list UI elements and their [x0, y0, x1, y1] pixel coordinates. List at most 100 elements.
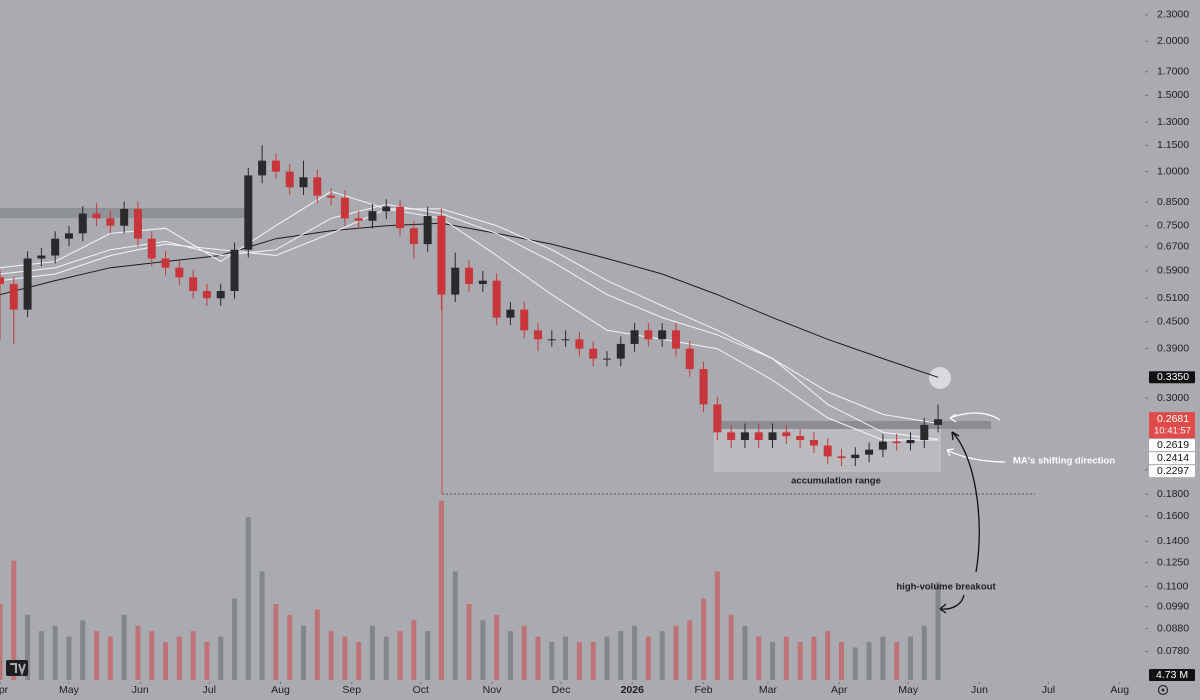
- y-tick-label: 0.1600: [1157, 510, 1189, 522]
- candle: [354, 210, 363, 229]
- candle-body: [506, 309, 515, 318]
- candle-body: [396, 206, 405, 229]
- candle-body: [23, 258, 32, 310]
- x-tick-label: Dec: [552, 684, 571, 696]
- ma-arrow-upper-head: [949, 413, 957, 423]
- candle-body: [9, 284, 18, 310]
- x-tick-label: Mar: [759, 684, 778, 696]
- candle: [409, 220, 418, 259]
- annotation-ma-shift: MA's shifting direction: [1013, 456, 1115, 467]
- volume-bar: [549, 642, 555, 680]
- breakout-arrow: [951, 431, 980, 573]
- candle-body: [409, 228, 418, 245]
- candle-body: [340, 197, 349, 219]
- volume-bar: [11, 560, 17, 680]
- candle: [727, 424, 736, 449]
- y-tick-label: 1.7000: [1157, 66, 1189, 78]
- candle: [740, 423, 749, 449]
- volume-bar: [38, 631, 44, 680]
- volume-bar: [673, 625, 679, 680]
- candle-body: [0, 277, 4, 285]
- candle: [258, 145, 267, 184]
- candle: [671, 323, 680, 357]
- settings-icon[interactable]: [1157, 684, 1169, 696]
- volume-bar: [480, 620, 486, 680]
- y-tick-label: 0.3000: [1157, 392, 1189, 404]
- settings-ring[interactable]: [1157, 684, 1169, 696]
- x-tick-label: Jul: [1042, 684, 1055, 696]
- moving-average: [0, 208, 939, 440]
- candle: [92, 203, 101, 226]
- volume-bar: [328, 631, 334, 680]
- candle: [78, 206, 87, 242]
- volume-bar: [190, 631, 196, 680]
- volume-bar: [880, 636, 886, 680]
- candle-body: [534, 330, 543, 340]
- price-label: 0.3350: [1157, 371, 1189, 383]
- candle-body: [313, 177, 322, 196]
- candle-body: [920, 424, 929, 441]
- candle-body: [616, 343, 625, 359]
- candle: [133, 201, 142, 247]
- moving-average: [0, 190, 939, 441]
- candle: [175, 260, 184, 286]
- candle: [147, 231, 156, 267]
- volume-bar: [369, 625, 375, 680]
- candle-body: [64, 233, 73, 239]
- volume-bar: [300, 625, 306, 680]
- price-label-box: [1149, 465, 1195, 478]
- x-tick-label: 2026: [621, 684, 645, 696]
- candle-body: [934, 419, 943, 425]
- candle-body: [589, 348, 598, 359]
- price-label: 0.2414: [1157, 452, 1189, 464]
- price-label-box: [1149, 452, 1195, 465]
- volume-bar: [356, 642, 362, 680]
- y-tick-label: 2.3000: [1157, 9, 1189, 21]
- candle: [202, 283, 211, 306]
- ma-layer: [0, 190, 939, 441]
- volume-label-box: [1149, 669, 1195, 681]
- candle-body: [437, 215, 446, 295]
- candle: [851, 447, 860, 467]
- volume-bar: [176, 636, 182, 680]
- y-tick-label: 1.0000: [1157, 165, 1189, 177]
- candle: [920, 417, 929, 449]
- volume-bar: [397, 631, 403, 680]
- last-price-label: 0.2681: [1157, 413, 1189, 425]
- y-tick-label: 0.8500: [1157, 196, 1189, 208]
- ma-arrow-lower: [946, 449, 1006, 463]
- candle-body: [644, 330, 653, 340]
- candle: [271, 153, 280, 180]
- candle-body: [230, 249, 239, 292]
- volume-bar: [576, 642, 582, 680]
- candle-body: [354, 218, 363, 221]
- candle-body: [630, 330, 639, 344]
- candle: [561, 330, 570, 347]
- candle-body: [368, 211, 377, 221]
- settings-dot[interactable]: [1161, 688, 1165, 692]
- candle: [520, 301, 529, 338]
- candle: [299, 160, 308, 195]
- price-label: 0.2297: [1157, 465, 1189, 477]
- candle-body: [465, 267, 474, 285]
- candle: [630, 323, 639, 352]
- volume-bar: [756, 636, 762, 680]
- candle: [892, 433, 901, 451]
- volume-bar: [783, 636, 789, 680]
- candle-body: [451, 267, 460, 295]
- y-tick-label: 0.3900: [1157, 342, 1189, 354]
- x-tick-label: May: [898, 684, 919, 696]
- candle-body: [285, 171, 294, 188]
- candle: [285, 164, 294, 195]
- candle-body: [796, 436, 805, 441]
- y-tick-label: 2.0000: [1157, 35, 1189, 47]
- candle-body: [685, 348, 694, 370]
- volume-bar: [287, 614, 293, 680]
- x-tick-label: Feb: [695, 684, 713, 696]
- volume-arrow: [939, 594, 965, 610]
- candle-body: [175, 267, 184, 278]
- breakout-band: [715, 421, 991, 429]
- candle: [685, 341, 694, 377]
- x-tick-label: Jun: [132, 684, 149, 696]
